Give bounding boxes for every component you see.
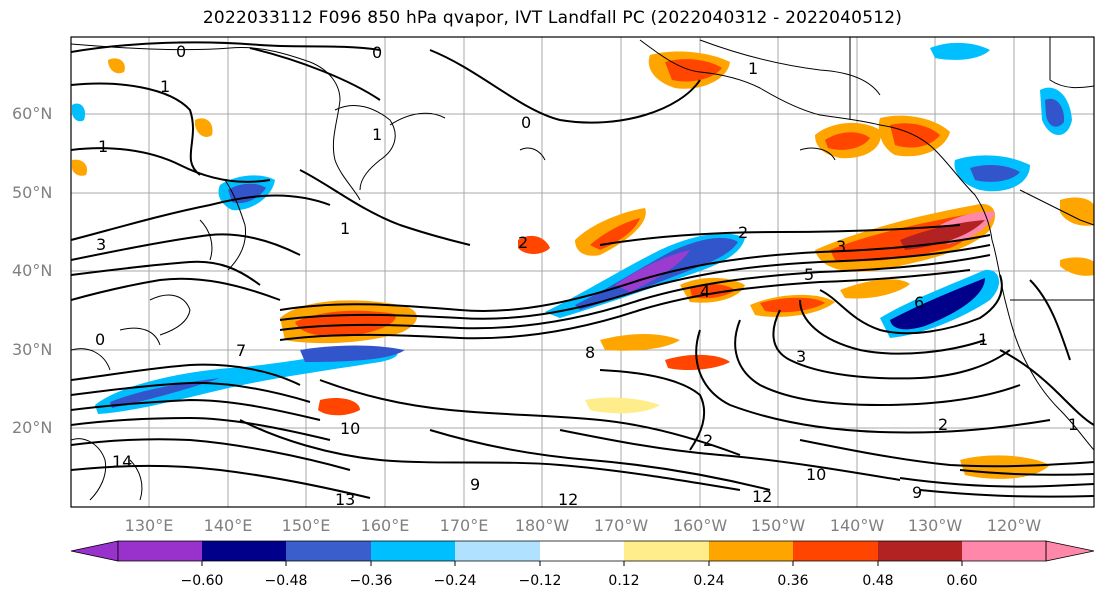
coastlines [71, 37, 1094, 501]
contour-label: 1 [978, 330, 988, 349]
contour-label: 1 [748, 59, 758, 78]
contour-label: 1 [160, 77, 170, 96]
contour-label: 1 [372, 125, 382, 144]
colorbar-tick-label: −0.24 [433, 573, 477, 589]
colorbar-bin [624, 541, 709, 561]
contour-label: 2 [938, 415, 948, 434]
lon-label-140e: 140°E [203, 516, 253, 535]
contour-label: 14 [112, 452, 132, 471]
contour-label: 12 [558, 490, 578, 509]
lat-label-30n: 30°N [12, 340, 53, 359]
colorbar-bin [793, 541, 878, 561]
contour-label: 1 [1068, 415, 1078, 434]
lon-label-150w: 150°W [750, 516, 806, 535]
colorbar-bin [455, 541, 540, 561]
colorbar-bin [202, 541, 286, 561]
contour-label: 2 [703, 431, 713, 450]
contour-label: 4 [700, 282, 710, 301]
colorbar-tick-label: 0.60 [946, 573, 978, 589]
lon-label-150e: 150°E [281, 516, 331, 535]
contour-label: 3 [796, 347, 806, 366]
lat-label-40n: 40°N [12, 261, 53, 280]
colorbar-tick-label: −0.48 [264, 573, 308, 589]
anomaly-fills [72, 42, 1094, 479]
colorbar-bin [962, 541, 1046, 561]
lon-label-140w: 140°W [829, 516, 885, 535]
map-title: 2022033112 F096 850 hPa qvapor, IVT Land… [202, 8, 903, 28]
contour-label: 10 [806, 465, 826, 484]
ivt-contours [71, 41, 1094, 499]
contour-label: 0 [372, 43, 382, 62]
lon-label-130e: 130°E [124, 516, 174, 535]
colorbar-tick-label: 0.24 [693, 573, 725, 589]
lon-label-120w: 120°W [986, 516, 1042, 535]
colorbar-tick-label: 0.36 [777, 573, 809, 589]
lon-label-130w: 130°W [907, 516, 963, 535]
contour-label: 0 [521, 113, 531, 132]
colorbar-tick-label: −0.60 [180, 573, 224, 589]
contour-label: 9 [470, 475, 480, 494]
colorbar-tick-label: 0.12 [608, 573, 640, 589]
contour-label: 12 [752, 487, 772, 506]
contour-label: 9 [912, 483, 922, 502]
colorbar-tick-label: −0.36 [349, 573, 393, 589]
colorbar-extend-min [70, 540, 119, 562]
lon-label-170e: 170°E [439, 516, 489, 535]
colorbar [70, 540, 1095, 566]
colorbar-bin [371, 541, 455, 561]
contour-label: 1 [340, 219, 350, 238]
contour-label: 10 [340, 419, 360, 438]
contour-label: 2 [738, 223, 748, 242]
lat-label-50n: 50°N [12, 183, 53, 202]
contour-label: 3 [836, 237, 846, 256]
graticule [71, 37, 1094, 507]
lon-label-170w: 170°W [593, 516, 649, 535]
contour-label: 8 [585, 343, 595, 362]
contour-label: 0 [176, 42, 186, 61]
contour-label: 2 [518, 233, 528, 252]
contour-label: 7 [236, 341, 246, 360]
colorbar-tick-label: 0.48 [862, 573, 894, 589]
colorbar-bin [540, 541, 624, 561]
lat-label-60n: 60°N [12, 104, 53, 123]
contour-label: 6 [914, 293, 924, 312]
colorbar-bin [286, 541, 371, 561]
map-panel [71, 37, 1094, 507]
colorbar-bin [878, 541, 962, 561]
contour-label: 5 [804, 265, 814, 284]
lon-label-180w: 180°W [514, 516, 570, 535]
colorbar-bin [118, 541, 202, 561]
contour-labels: 0 1 0 1 1 0 1 1 3 2 3 5 4 6 2 3 1 7 8 0 … [95, 42, 1078, 509]
map-border [70, 36, 1095, 508]
contour-label: 13 [335, 490, 355, 509]
lon-label-160w: 160°W [672, 516, 728, 535]
lat-label-20n: 20°N [12, 418, 53, 437]
lon-label-160e: 160°E [360, 516, 410, 535]
colorbar-tick-label: −0.12 [518, 573, 562, 589]
contour-label: 3 [96, 235, 106, 254]
contour-label: 1 [98, 137, 108, 156]
contour-label: 0 [95, 330, 105, 349]
colorbar-extend-max [1045, 540, 1095, 562]
colorbar-bin [709, 541, 793, 561]
